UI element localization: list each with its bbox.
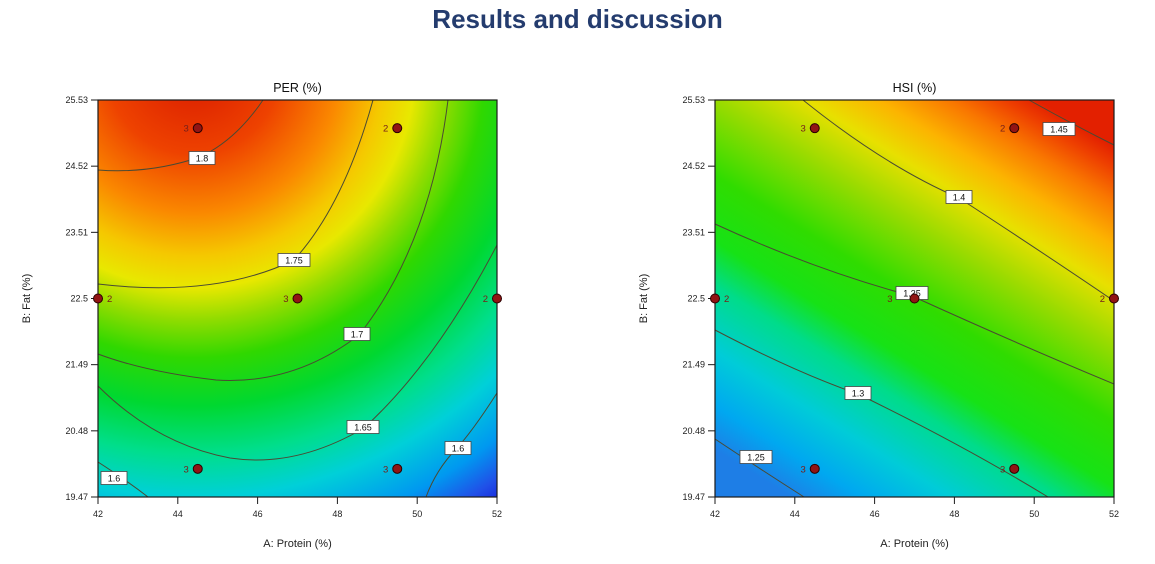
x-tick-label: 44 [790, 509, 800, 519]
y-tick-label: 25.53 [682, 95, 705, 105]
contour-line [714, 438, 805, 498]
design-point-count: 3 [283, 294, 288, 305]
design-point-count: 2 [107, 294, 112, 305]
design-point-count: 3 [183, 124, 188, 135]
x-tick-label: 46 [870, 509, 880, 519]
y-tick-label: 21.49 [65, 360, 88, 370]
design-point-count: 3 [800, 464, 805, 475]
contour-label-box [739, 450, 773, 464]
contour-label: 1.65 [354, 423, 372, 433]
chart-title: PER (%) [273, 81, 322, 95]
x-tick-label: 44 [173, 509, 183, 519]
contour-label-box [1042, 122, 1076, 136]
design-point-count: 2 [383, 124, 388, 135]
design-point-count: 3 [183, 464, 188, 475]
contour-label-box [444, 441, 472, 455]
design-point [809, 123, 820, 134]
contour-label: 1.25 [747, 453, 765, 463]
design-point-count: 3 [887, 294, 892, 305]
design-point [392, 123, 403, 134]
contour-label: 1.6 [452, 444, 465, 454]
design-point [710, 293, 720, 304]
design-point-count: 2 [483, 294, 488, 305]
x-tick-label: 48 [949, 509, 959, 519]
y-tick-label: 25.53 [65, 95, 88, 105]
contour-label: 1.75 [285, 256, 303, 266]
y-tick-label: 23.51 [65, 227, 88, 237]
design-point [1109, 293, 1119, 304]
y-axis-label: B: Fat (%) [21, 274, 33, 324]
design-point-count: 3 [383, 464, 388, 475]
design-point [909, 293, 920, 304]
x-tick-label: 46 [253, 509, 263, 519]
design-point [809, 463, 820, 474]
chart-title: HSI (%) [893, 81, 937, 95]
y-tick-label: 24.52 [65, 161, 88, 171]
design-point [192, 463, 203, 474]
x-tick-label: 52 [1109, 509, 1119, 519]
x-tick-label: 48 [332, 509, 342, 519]
design-point [292, 293, 303, 304]
design-point [93, 293, 103, 304]
contour-label: 1.8 [196, 154, 209, 164]
x-tick-label: 42 [93, 509, 103, 519]
design-point [1009, 123, 1020, 134]
contour-label: 1.35 [903, 289, 921, 299]
x-tick-label: 52 [492, 509, 502, 519]
contour-label-box [945, 190, 973, 204]
y-tick-label: 21.49 [682, 360, 705, 370]
design-point [1009, 463, 1020, 474]
y-tick-label: 23.51 [682, 227, 705, 237]
y-tick-label: 24.52 [682, 161, 705, 171]
y-tick-label: 19.47 [682, 492, 705, 502]
y-tick-label: 19.47 [65, 492, 88, 502]
contour-label-box [100, 471, 128, 485]
y-tick-label: 22.5 [70, 294, 88, 304]
contour-label-box [343, 327, 371, 341]
x-axis-label: A: Protein (%) [880, 538, 948, 550]
contour-label-box [188, 151, 216, 165]
x-tick-label: 42 [710, 509, 720, 519]
y-tick-label: 20.48 [65, 426, 88, 436]
contour-label: 1.7 [351, 330, 364, 340]
design-point-count: 2 [1100, 294, 1105, 305]
contour-plot-per: 1.8 1.75 1.7 1.65 1.6 1.6 25.53 24.52 23.51 22.5 2… [21, 81, 502, 550]
design-point-count: 3 [800, 124, 805, 135]
page-title: Results and discussion [432, 4, 723, 34]
x-tick-label: 50 [1029, 509, 1039, 519]
contour-label: 1.6 [108, 474, 121, 484]
contour-label-box [346, 420, 380, 434]
design-point [392, 463, 403, 474]
contour-plot-hsi: 1.45 1.4 1.35 1.3 1.25 25.53 24.52 23.51 22.5 21.… [638, 81, 1119, 550]
contour-label: 1.45 [1050, 125, 1068, 135]
y-axis-label: B: Fat (%) [638, 274, 650, 324]
design-point-count: 3 [1000, 464, 1005, 475]
design-point-count: 2 [724, 294, 729, 305]
design-point-count: 2 [1000, 124, 1005, 135]
contour-label: 1.3 [852, 389, 865, 399]
y-tick-label: 20.48 [682, 426, 705, 436]
contour-line [97, 99, 449, 381]
design-point [492, 293, 502, 304]
contour-label-box [277, 253, 311, 267]
x-tick-label: 50 [412, 509, 422, 519]
contour-label-box [844, 386, 872, 400]
design-point [192, 123, 203, 134]
y-tick-label: 22.5 [687, 294, 705, 304]
x-axis-label: A: Protein (%) [263, 538, 331, 550]
contour-line [97, 244, 498, 461]
contour-label: 1.4 [953, 193, 966, 203]
